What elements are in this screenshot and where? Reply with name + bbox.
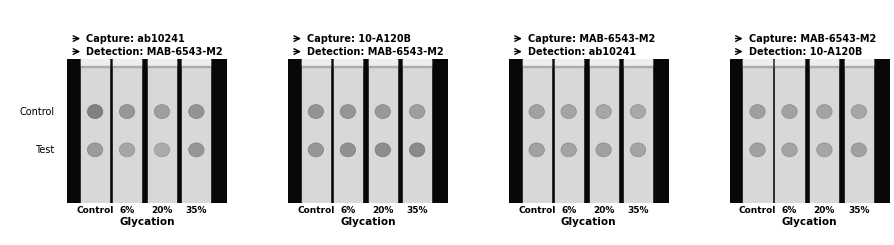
- Circle shape: [529, 105, 544, 119]
- Bar: [403, 59, 431, 65]
- Bar: [810, 59, 839, 203]
- Circle shape: [750, 143, 765, 157]
- Bar: [182, 59, 210, 65]
- Bar: [333, 59, 362, 203]
- Bar: [81, 59, 109, 65]
- Bar: [368, 59, 397, 65]
- Circle shape: [596, 143, 611, 157]
- Circle shape: [817, 143, 832, 157]
- Bar: [589, 59, 618, 65]
- Bar: [333, 59, 362, 65]
- Bar: [148, 59, 176, 203]
- Circle shape: [561, 143, 577, 157]
- Text: Detection: MAB-6543-M2: Detection: MAB-6543-M2: [86, 47, 223, 57]
- Circle shape: [155, 105, 170, 119]
- Circle shape: [561, 105, 577, 119]
- Bar: [589, 66, 618, 67]
- Bar: [744, 59, 772, 203]
- Bar: [810, 59, 839, 65]
- Circle shape: [341, 143, 356, 157]
- Bar: [624, 66, 652, 67]
- Bar: [845, 59, 873, 65]
- Bar: [624, 59, 652, 65]
- Text: Capture: MAB-6543-M2: Capture: MAB-6543-M2: [527, 34, 655, 44]
- Circle shape: [851, 105, 866, 119]
- Bar: [368, 66, 397, 67]
- Circle shape: [308, 143, 324, 157]
- Text: Detection: 10-A120B: Detection: 10-A120B: [748, 47, 862, 57]
- Bar: [113, 59, 141, 65]
- Bar: [148, 59, 176, 65]
- Text: Detection: MAB-6543-M2: Detection: MAB-6543-M2: [307, 47, 443, 57]
- Circle shape: [596, 105, 611, 119]
- Text: Capture: MAB-6543-M2: Capture: MAB-6543-M2: [748, 34, 876, 44]
- Circle shape: [630, 105, 645, 119]
- Text: Detection: ab10241: Detection: ab10241: [527, 47, 636, 57]
- Circle shape: [630, 143, 645, 157]
- Text: Capture: 10-A120B: Capture: 10-A120B: [307, 34, 411, 44]
- Bar: [775, 66, 804, 67]
- Bar: [148, 66, 176, 67]
- Bar: [523, 66, 551, 67]
- X-axis label: Glycation: Glycation: [119, 217, 175, 227]
- Bar: [333, 66, 362, 67]
- Bar: [182, 66, 210, 67]
- Text: Control: Control: [19, 107, 55, 117]
- Bar: [845, 66, 873, 67]
- Bar: [81, 59, 109, 203]
- Bar: [368, 59, 397, 203]
- Circle shape: [189, 105, 204, 119]
- Circle shape: [189, 143, 204, 157]
- Bar: [81, 66, 109, 67]
- Circle shape: [88, 105, 103, 119]
- Text: Capture: ab10241: Capture: ab10241: [86, 34, 185, 44]
- X-axis label: Glycation: Glycation: [561, 217, 617, 227]
- Circle shape: [782, 105, 797, 119]
- Circle shape: [409, 105, 425, 119]
- Circle shape: [155, 143, 170, 157]
- Bar: [845, 59, 873, 203]
- Bar: [744, 66, 772, 67]
- Bar: [182, 59, 210, 203]
- Circle shape: [308, 105, 324, 119]
- X-axis label: Glycation: Glycation: [781, 217, 838, 227]
- Circle shape: [851, 143, 866, 157]
- Circle shape: [375, 143, 391, 157]
- Bar: [302, 59, 330, 203]
- Circle shape: [375, 105, 391, 119]
- Bar: [624, 59, 652, 203]
- Bar: [403, 66, 431, 67]
- Circle shape: [817, 105, 832, 119]
- Bar: [523, 59, 551, 65]
- Circle shape: [529, 143, 544, 157]
- Circle shape: [782, 143, 797, 157]
- Text: Test: Test: [35, 145, 55, 155]
- Bar: [554, 66, 583, 67]
- Circle shape: [409, 143, 425, 157]
- X-axis label: Glycation: Glycation: [340, 217, 396, 227]
- Circle shape: [88, 143, 103, 157]
- Bar: [744, 59, 772, 65]
- Bar: [554, 59, 583, 203]
- Circle shape: [120, 105, 135, 119]
- Circle shape: [341, 105, 356, 119]
- Bar: [810, 66, 839, 67]
- Circle shape: [120, 143, 135, 157]
- Bar: [523, 59, 551, 203]
- Bar: [554, 59, 583, 65]
- Bar: [589, 59, 618, 203]
- Bar: [403, 59, 431, 203]
- Bar: [302, 66, 330, 67]
- Bar: [302, 59, 330, 65]
- Bar: [775, 59, 804, 65]
- Bar: [775, 59, 804, 203]
- Bar: [113, 59, 141, 203]
- Bar: [113, 66, 141, 67]
- Circle shape: [750, 105, 765, 119]
